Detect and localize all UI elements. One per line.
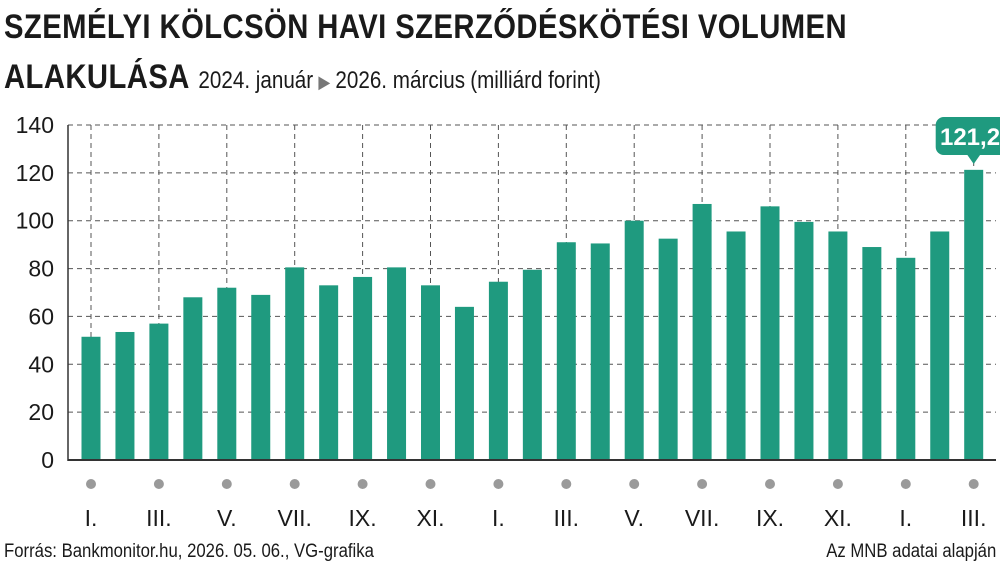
x-tick-marker [697, 479, 708, 489]
bar [251, 294, 271, 460]
bar [828, 231, 848, 460]
x-tick-label: I. [85, 505, 98, 531]
y-tick-label: 120 [16, 160, 54, 186]
bar [964, 169, 984, 460]
chart-title-line2: ALAKULÁSA 2024. január ▶ 2026. március (mill… [4, 58, 601, 97]
x-tick-label: I. [899, 505, 912, 531]
x-tick-marker [221, 479, 232, 489]
x-tick-label: III. [146, 505, 172, 531]
x-tick-marker [968, 479, 979, 489]
bar [81, 336, 101, 460]
bar [319, 285, 339, 460]
bar [590, 243, 610, 460]
y-tick-label: 20 [28, 399, 54, 425]
range-start: 2024. január [198, 67, 314, 94]
bar [454, 306, 474, 460]
value-callout-pointer [966, 154, 981, 164]
x-tick-label: VII. [277, 505, 312, 531]
x-tick-marker [86, 479, 96, 489]
bar [726, 231, 746, 460]
x-tick-marker [493, 479, 504, 489]
bar [115, 331, 135, 460]
value-callout-box [935, 117, 1000, 155]
x-tick-label: I. [492, 505, 505, 531]
bar [930, 231, 950, 460]
x-tick-marker [561, 479, 572, 489]
x-tick-marker [425, 479, 436, 489]
range-end: 2026. március [335, 67, 466, 94]
y-tick-label: 140 [16, 112, 54, 138]
x-tick-label: V. [217, 505, 237, 531]
bar [760, 206, 780, 460]
bar [556, 242, 576, 460]
bar [353, 276, 373, 460]
bar [217, 287, 237, 460]
x-tick-label: XI. [824, 505, 852, 531]
x-tick-label: XI. [416, 505, 444, 531]
y-tick-label: 40 [28, 351, 54, 377]
bar [387, 267, 407, 460]
x-tick-marker [153, 479, 164, 489]
bar [896, 257, 916, 460]
y-tick-label: 100 [16, 208, 54, 234]
x-tick-label: III. [961, 505, 987, 531]
bar-chart: 0 20 40 60 80 100 120 140 I. III. V. VII. IX. XI. I. II… [16, 112, 1000, 531]
bar [794, 221, 814, 460]
x-tick-label: III. [554, 505, 580, 531]
range-arrow-icon: ▶ [318, 72, 331, 92]
x-tick-marker [629, 479, 640, 489]
chart-title-line1: SZEMÉLYI KÖLCSÖN HAVI SZERZŐDÉSKÖTÉSI VO… [4, 8, 848, 46]
x-tick-marker [289, 479, 300, 489]
x-tick-marker [832, 479, 843, 489]
bar [183, 297, 203, 460]
source-note: Forrás: Bankmonitor.hu, 2026. 05. 06., V… [4, 541, 374, 562]
x-tick-marker [900, 479, 911, 489]
bar [421, 285, 440, 460]
y-tick-label: 80 [28, 256, 54, 282]
bar [862, 247, 882, 460]
y-tick-label: 60 [28, 303, 54, 329]
data-note: Az MNB adatai alapján [825, 541, 996, 562]
value-callout-label: 121,26 [940, 124, 1000, 151]
x-tick-label: V. [624, 505, 644, 531]
bar [658, 238, 678, 460]
bar [285, 267, 305, 460]
bar [149, 323, 169, 460]
x-tick-marker [765, 479, 775, 489]
bar [522, 269, 542, 460]
x-tick-label: VII. [685, 505, 720, 531]
y-tick-label: 0 [41, 447, 54, 473]
unit-label: (milliárd forint) [470, 67, 601, 94]
bar [692, 203, 712, 460]
chart-title-line2-text: ALAKULÁSA [4, 58, 190, 96]
x-tick-label: IX. [756, 505, 784, 531]
x-tick-marker [357, 479, 368, 489]
bar [488, 281, 508, 460]
bar [624, 220, 644, 460]
x-tick-label: IX. [349, 505, 377, 531]
